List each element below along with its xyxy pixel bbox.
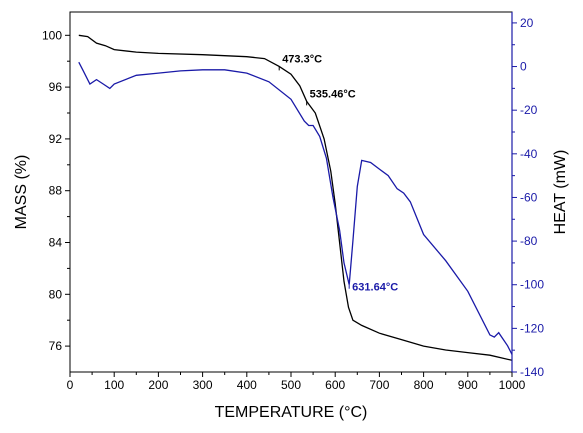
- y-axis-left-title: MASS (%): [13, 155, 30, 230]
- y-left-tick-label: 84: [49, 236, 63, 250]
- y-right-tick-label: -120: [520, 321, 544, 335]
- y-right-tick-label: 0: [520, 60, 527, 74]
- y-right-tick-label: -80: [520, 234, 538, 248]
- y-right-tick-label: -20: [520, 103, 538, 117]
- annotation-layer: 473.3°C 535.46°C 631.64°C: [282, 53, 398, 293]
- x-tick-label: 800: [414, 378, 434, 392]
- x-tick-label: 0: [67, 378, 74, 392]
- x-tick-label: 200: [148, 378, 168, 392]
- x-tick-label: 1000: [499, 378, 526, 392]
- y-left-tick-label: 88: [49, 184, 63, 198]
- y-right-tick-label: -60: [520, 190, 538, 204]
- series-layer: [78, 34, 513, 361]
- y-left-tick-label: 80: [49, 287, 63, 301]
- y-axis-right-title: HEAT (mW): [552, 150, 569, 235]
- heat-curve: [78, 61, 513, 355]
- y-left-tick-label: 92: [49, 132, 63, 146]
- y-right-tick-label: -100: [520, 278, 544, 292]
- x-axis-title: TEMPERATURE (°C): [215, 404, 368, 421]
- y-left-tick-label: 96: [49, 80, 63, 94]
- mass-curve: [78, 34, 513, 361]
- x-tick-label: 300: [193, 378, 213, 392]
- x-tick-label: 100: [104, 378, 124, 392]
- peak-markers: [278, 66, 350, 289]
- peak-annotation: 631.64°C: [352, 282, 398, 294]
- y-right-tick-label: -140: [520, 365, 544, 379]
- x-tick-label: 900: [458, 378, 478, 392]
- peak-annotation: 535.46°C: [310, 88, 356, 100]
- y-right-tick-label: 20: [520, 16, 534, 30]
- x-tick-label: 400: [237, 378, 257, 392]
- y-left-tick-label: 100: [42, 28, 62, 42]
- x-tick-label: 500: [281, 378, 301, 392]
- y-left-tick-label: 76: [49, 339, 63, 353]
- y-right-tick-label: -40: [520, 147, 538, 161]
- x-tick-label: 600: [325, 378, 345, 392]
- peak-annotation: 473.3°C: [282, 53, 322, 65]
- x-tick-label: 700: [369, 378, 389, 392]
- plot-frame: [69, 11, 513, 373]
- axes-layer: 0 100 200 300 400 500 600 700 800 900 100076808488…: [42, 12, 544, 392]
